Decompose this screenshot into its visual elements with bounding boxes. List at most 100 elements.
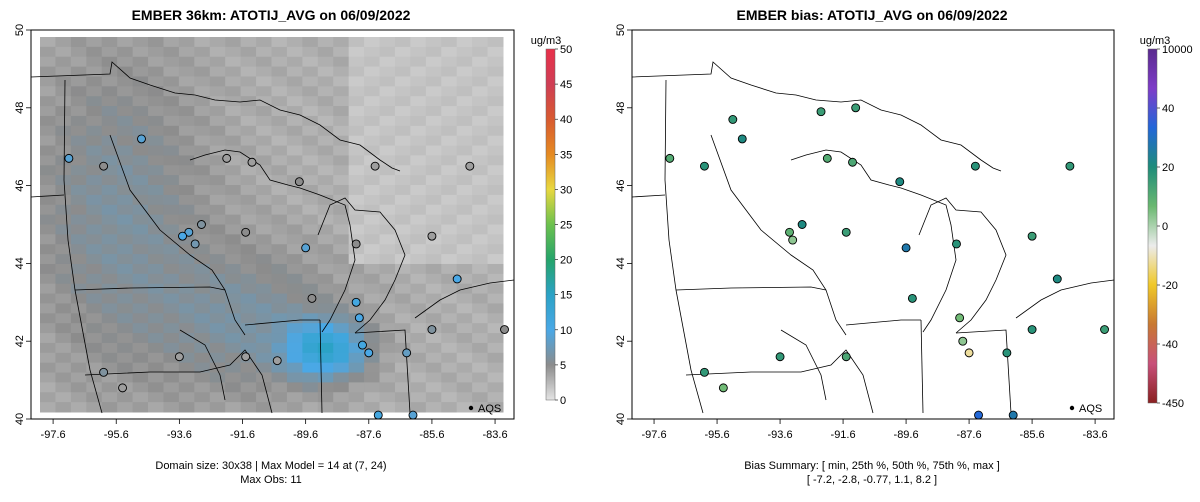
heatmap-cell <box>317 135 334 147</box>
heatmap-cell <box>487 125 504 137</box>
heatmap-cell <box>441 392 458 403</box>
heatmap-cell <box>364 303 381 314</box>
colorbar-tick-label: 45 <box>560 79 572 91</box>
heatmap-cell <box>333 145 350 156</box>
heatmap-cell <box>410 125 427 137</box>
heatmap-cell <box>163 165 180 176</box>
heatmap-cell <box>472 115 489 127</box>
heatmap-cell <box>441 204 458 216</box>
heatmap-cell <box>178 372 195 383</box>
heatmap-cell <box>333 214 350 225</box>
heatmap-cell <box>364 106 381 117</box>
heatmap-cell <box>40 333 56 344</box>
heatmap-cell <box>194 263 211 275</box>
heatmap-cell <box>163 155 180 166</box>
heatmap-cell <box>163 145 180 156</box>
station-marker <box>197 220 206 229</box>
heatmap-cell <box>394 155 411 166</box>
heatmap-cell <box>117 56 134 68</box>
heatmap-cell <box>472 283 489 295</box>
heatmap-cell <box>379 76 396 87</box>
heatmap-cell <box>240 145 257 156</box>
heatmap-cell <box>302 165 319 176</box>
heatmap-cell <box>472 56 489 68</box>
heatmap-cell <box>132 185 149 196</box>
heatmap-cell <box>394 342 411 354</box>
heatmap-cell <box>163 244 180 255</box>
heatmap-cell <box>456 194 473 206</box>
heatmap-cell <box>132 234 149 245</box>
heatmap-cell <box>394 86 411 97</box>
heatmap-cell <box>487 115 504 127</box>
heatmap-cell <box>70 204 87 216</box>
heatmap-cell <box>456 224 473 235</box>
station-marker <box>294 177 304 187</box>
heatmap-cell <box>225 313 242 324</box>
heatmap-cell <box>194 402 211 413</box>
heatmap-cell <box>333 293 350 304</box>
heatmap-cell <box>271 273 288 285</box>
heatmap-cell <box>178 402 195 413</box>
heatmap-cell <box>240 76 257 87</box>
footer-line2-right: [ -7.2, -2.8, -0.77, 1.1, 8.2 ] <box>807 474 937 486</box>
heatmap-cell <box>163 125 180 137</box>
heatmap-cell <box>178 125 195 137</box>
heatmap-cell <box>117 293 134 304</box>
heatmap-cell <box>425 362 442 374</box>
heatmap-cell <box>148 214 164 225</box>
station-marker <box>785 227 794 237</box>
heatmap-cell <box>225 155 242 166</box>
heatmap-cell <box>101 244 118 255</box>
heatmap-cell <box>55 263 72 275</box>
heatmap-cell <box>132 283 149 295</box>
heatmap-cell <box>194 66 211 77</box>
heatmap-cell <box>209 66 226 77</box>
heatmap-cell <box>441 115 458 127</box>
heatmap-cell <box>441 244 458 255</box>
heatmap-cell <box>55 244 72 255</box>
heatmap-cell <box>379 352 396 364</box>
heatmap-cell <box>40 254 56 265</box>
heatmap-cell <box>317 155 334 166</box>
heatmap-cell <box>117 66 134 77</box>
heatmap-cell <box>101 66 118 77</box>
heatmap-cell <box>148 402 164 413</box>
heatmap-cell <box>364 204 381 216</box>
heatmap-cell <box>394 283 411 295</box>
heatmap-cell <box>86 194 103 206</box>
legend-label-right: AQS <box>1079 403 1102 415</box>
heatmap-cell <box>101 56 118 68</box>
heatmap-cell <box>487 96 504 107</box>
heatmap-cell <box>317 37 334 48</box>
heatmap-cell <box>194 313 211 324</box>
heatmap-cell <box>256 244 272 255</box>
heatmap-cell <box>441 293 458 304</box>
x-tick-label: -89.6 <box>293 429 318 441</box>
heatmap-cell <box>348 185 365 196</box>
plot-frame-left <box>30 29 515 420</box>
heatmap-cell <box>209 125 226 137</box>
heatmap-cell <box>117 263 134 275</box>
heatmap-cell <box>364 135 381 147</box>
heatmap-cell <box>240 66 257 77</box>
heatmap-cell <box>178 313 195 324</box>
heatmap-cell <box>178 135 195 147</box>
station-marker <box>1052 274 1062 284</box>
station-marker <box>955 313 965 323</box>
heatmap-cell <box>425 254 442 265</box>
heatmap-cell <box>55 234 72 245</box>
heatmap-cell <box>456 273 473 285</box>
heatmap-cell <box>55 175 72 186</box>
heatmap-cell <box>240 283 257 295</box>
heatmap-cell <box>225 402 242 413</box>
station-marker <box>958 336 968 346</box>
station-marker <box>351 297 361 307</box>
heatmap-cell <box>364 263 381 275</box>
heatmap-cell <box>410 224 427 235</box>
heatmap-cell <box>148 382 164 393</box>
heatmap-cell <box>70 224 87 235</box>
heatmap-cell <box>379 96 396 107</box>
heatmap-cell <box>379 333 396 344</box>
station-marker <box>728 115 738 124</box>
heatmap-cell <box>286 342 303 354</box>
